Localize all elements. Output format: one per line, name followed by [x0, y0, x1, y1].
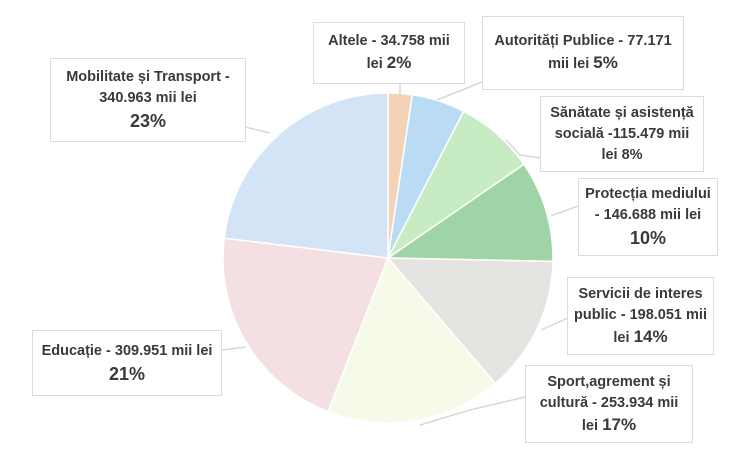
leader-lines — [221, 81, 579, 426]
label-text: Autorități Publice - 77.171 — [494, 33, 672, 49]
label-percent: 10% — [629, 228, 667, 248]
label-value: public - 198.051 mii — [574, 306, 707, 323]
label-text: Altele - 34.758 mii — [328, 33, 450, 49]
label-value: socială -115.479 mii — [554, 125, 690, 142]
label-text: Protecția mediului — [585, 186, 711, 202]
label-value-line: lei 8% — [601, 146, 643, 163]
label-mobilitate-transport: Mobilitate și Transport - 340.963 mii le… — [50, 58, 246, 142]
label-percent: 2% — [386, 53, 412, 72]
leader-line-sport — [419, 396, 526, 426]
label-altele: Altele - 34.758 mii lei 2% — [313, 22, 465, 84]
label-value-line: lei 2% — [366, 53, 412, 72]
pie-slice-4 — [386, 257, 554, 385]
label-value: cultură - 253.934 mii — [539, 394, 679, 411]
label-text: Mobilitate și Transport - — [66, 69, 230, 85]
label-protectia-mediului: Protecția mediului - 146.688 mii lei 10% — [578, 178, 718, 256]
label-text: Educație - 309.951 mii lei — [41, 342, 213, 359]
label-percent: 5% — [593, 53, 618, 72]
pie-slice-6 — [222, 237, 390, 413]
label-percent: 8% — [621, 146, 643, 163]
label-value-line: mii lei 5% — [548, 53, 618, 72]
pie-slice-3 — [385, 163, 554, 263]
label-value-line: lei 14% — [613, 326, 668, 346]
leader-line-mobilitate — [244, 126, 271, 134]
label-percent: 23% — [129, 111, 167, 131]
label-value-line: lei 17% — [581, 414, 637, 434]
label-servicii-interes-public: Servicii de interes public - 198.051 mii… — [567, 277, 714, 355]
leader-line-protectia — [550, 205, 579, 217]
label-text: Sport,agrement și — [547, 373, 671, 390]
label-percent: 17% — [602, 414, 637, 434]
pie-slice-5 — [326, 256, 497, 424]
leader-line-educatie — [221, 346, 247, 351]
label-percent: 21% — [108, 363, 146, 384]
pie-slices — [222, 92, 554, 424]
label-text: Sănătate și asistență — [550, 104, 694, 121]
label-value: 340.963 mii lei — [99, 90, 197, 106]
label-educatie: Educație - 309.951 mii lei 21% — [32, 330, 222, 396]
leader-line-sanatate — [505, 139, 541, 159]
label-autoritati-publice: Autorități Publice - 77.171 mii lei 5% — [482, 16, 684, 90]
label-percent: 14% — [633, 326, 668, 346]
label-value: - 146.688 mii lei — [594, 207, 702, 223]
pie-slice-7 — [223, 92, 389, 259]
label-sport-agrement-cultura: Sport,agrement și cultură - 253.934 mii … — [525, 365, 693, 443]
label-text: Servicii de interes — [578, 285, 703, 302]
label-sanatate: Sănătate și asistență socială -115.479 m… — [540, 96, 704, 172]
leader-line-servicii — [540, 317, 569, 331]
leader-line-autoritati — [436, 81, 483, 101]
